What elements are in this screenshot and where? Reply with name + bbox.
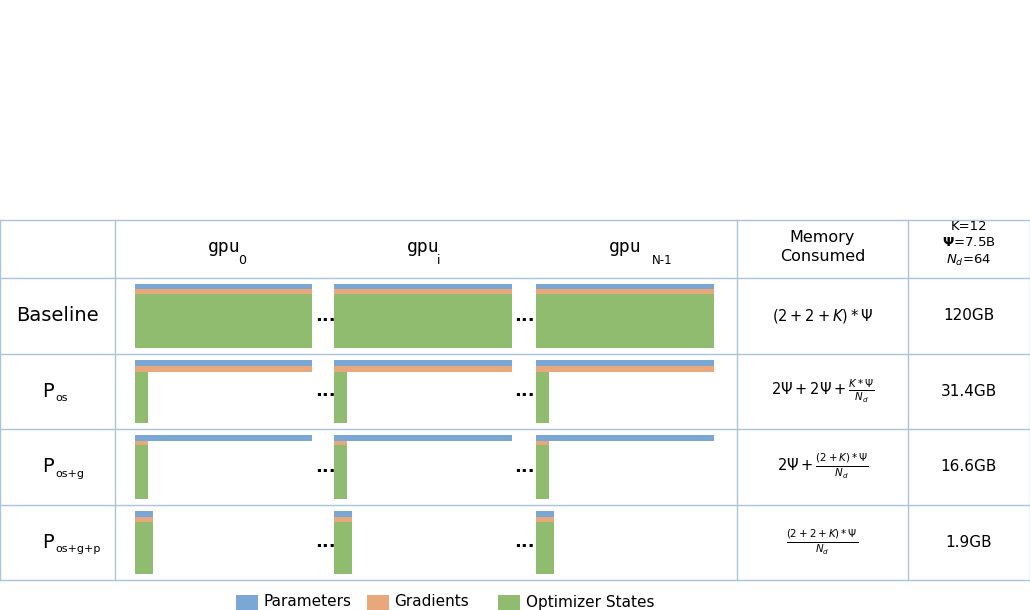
Bar xyxy=(335,442,347,445)
Text: $\frac{(2+2+K)*\Psi}{N_d}$: $\frac{(2+2+K)*\Psi}{N_d}$ xyxy=(787,528,859,557)
Bar xyxy=(537,284,714,289)
Text: 16.6GB: 16.6GB xyxy=(940,459,997,474)
Text: Optimizer States: Optimizer States xyxy=(525,595,654,609)
Text: 120GB: 120GB xyxy=(943,308,995,323)
Bar xyxy=(335,522,352,574)
Text: Memory
Consumed: Memory Consumed xyxy=(780,230,865,264)
Text: Parameters: Parameters xyxy=(264,595,351,609)
Bar xyxy=(135,366,312,372)
Bar xyxy=(335,359,512,366)
Text: Gradients: Gradients xyxy=(394,595,470,609)
Text: os+g+p: os+g+p xyxy=(56,544,101,554)
Text: gpu: gpu xyxy=(407,238,439,256)
Bar xyxy=(135,289,312,293)
Bar xyxy=(537,511,554,517)
Text: ...: ... xyxy=(514,533,535,551)
Bar xyxy=(537,359,714,366)
Text: P: P xyxy=(41,458,54,476)
Text: gpu: gpu xyxy=(207,238,240,256)
Text: P: P xyxy=(41,533,54,552)
Text: 31.4GB: 31.4GB xyxy=(940,384,997,399)
Bar xyxy=(135,442,147,445)
Text: gpu: gpu xyxy=(609,238,642,256)
Text: os+g: os+g xyxy=(56,468,84,479)
Text: i: i xyxy=(437,254,441,267)
Text: ...: ... xyxy=(514,382,535,400)
Bar xyxy=(335,435,512,442)
Text: ...: ... xyxy=(315,382,336,400)
Bar xyxy=(335,372,347,423)
Bar xyxy=(135,293,312,348)
Text: Baseline: Baseline xyxy=(16,306,99,325)
Bar xyxy=(135,372,147,423)
Bar xyxy=(335,284,512,289)
Bar xyxy=(135,359,312,366)
Bar xyxy=(537,522,554,574)
Text: ...: ... xyxy=(315,307,336,325)
Bar xyxy=(135,522,152,574)
Text: $2\Psi + \frac{(2+K)*\Psi}{N_d}$: $2\Psi + \frac{(2+K)*\Psi}{N_d}$ xyxy=(777,452,868,481)
Text: $2\Psi + 2\Psi + \frac{K * \Psi}{N_d}$: $2\Psi + 2\Psi + \frac{K * \Psi}{N_d}$ xyxy=(770,378,874,405)
Bar xyxy=(335,445,347,498)
Bar xyxy=(335,517,352,522)
Text: ...: ... xyxy=(315,533,336,551)
Text: ...: ... xyxy=(514,307,535,325)
Bar xyxy=(537,289,714,293)
Bar xyxy=(537,517,554,522)
Text: $(2 + 2 + K) * \Psi$: $(2 + 2 + K) * \Psi$ xyxy=(771,307,873,325)
Bar xyxy=(537,366,714,372)
Bar xyxy=(537,435,714,442)
Bar xyxy=(135,511,152,517)
Bar xyxy=(537,372,549,423)
Text: K=12
$\mathbf{\Psi}$=7.5B
$N_d$=64: K=12 $\mathbf{\Psi}$=7.5B $N_d$=64 xyxy=(942,220,996,268)
Bar xyxy=(335,289,512,293)
Bar xyxy=(335,293,512,348)
Bar xyxy=(335,366,512,372)
Bar xyxy=(135,435,312,442)
Text: N-1: N-1 xyxy=(652,254,673,267)
Bar xyxy=(135,517,152,522)
Bar xyxy=(497,595,519,609)
Bar xyxy=(537,445,549,498)
Bar xyxy=(236,595,258,609)
Text: ...: ... xyxy=(315,458,336,476)
Bar xyxy=(537,293,714,348)
Text: 0: 0 xyxy=(238,254,246,267)
Bar xyxy=(335,511,352,517)
Bar xyxy=(367,595,388,609)
Text: P: P xyxy=(41,382,54,401)
Text: 1.9GB: 1.9GB xyxy=(946,535,992,550)
Text: os: os xyxy=(56,393,68,403)
Bar xyxy=(135,284,312,289)
Bar xyxy=(537,442,549,445)
Text: ...: ... xyxy=(514,458,535,476)
Bar xyxy=(135,445,147,498)
